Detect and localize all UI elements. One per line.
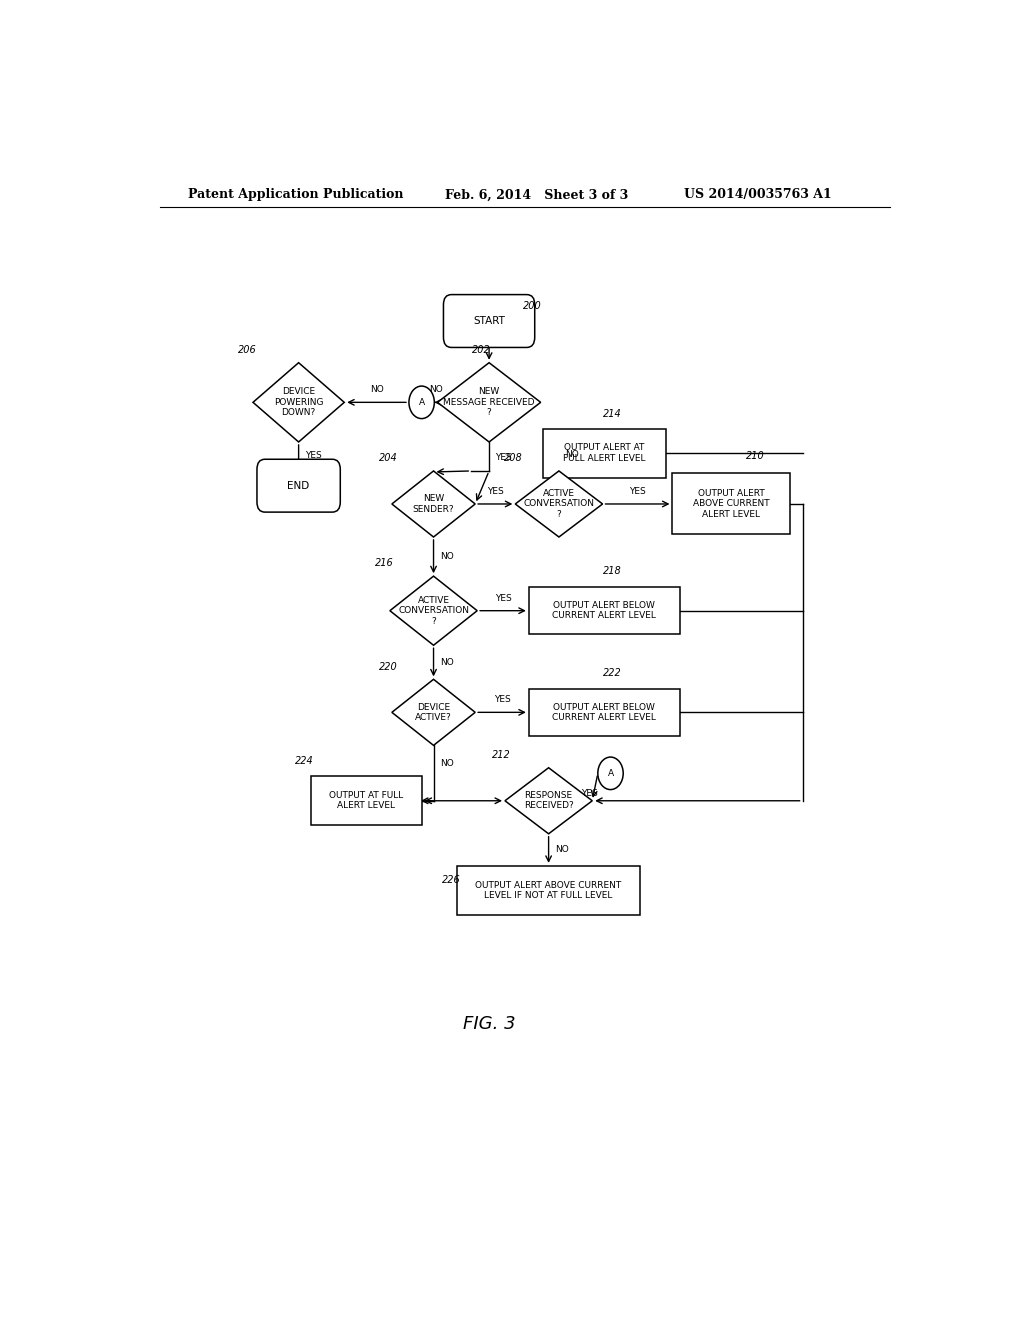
- FancyBboxPatch shape: [443, 294, 535, 347]
- Text: 226: 226: [441, 875, 461, 886]
- Circle shape: [598, 758, 624, 789]
- Bar: [310, 776, 422, 825]
- Polygon shape: [390, 576, 477, 645]
- Text: 204: 204: [379, 453, 397, 463]
- Polygon shape: [253, 363, 344, 442]
- Text: OUTPUT ALERT ABOVE CURRENT
LEVEL IF NOT AT FULL LEVEL: OUTPUT ALERT ABOVE CURRENT LEVEL IF NOT …: [475, 880, 622, 900]
- Text: YES: YES: [305, 451, 322, 461]
- Text: Patent Application Publication: Patent Application Publication: [187, 189, 403, 202]
- Text: YES: YES: [494, 696, 510, 704]
- Text: YES: YES: [629, 487, 646, 496]
- Polygon shape: [392, 680, 475, 746]
- Text: ACTIVE
CONVERSATION
?: ACTIVE CONVERSATION ?: [398, 595, 469, 626]
- Text: 214: 214: [603, 409, 622, 418]
- Text: NEW
SENDER?: NEW SENDER?: [413, 494, 455, 513]
- Text: NEW
MESSAGE RECEIVED
?: NEW MESSAGE RECEIVED ?: [443, 388, 535, 417]
- Text: NO: NO: [440, 759, 454, 768]
- Text: YES: YES: [582, 788, 598, 797]
- Bar: [528, 689, 680, 735]
- Bar: [528, 587, 680, 634]
- Text: OUTPUT ALERT BELOW
CURRENT ALERT LEVEL: OUTPUT ALERT BELOW CURRENT ALERT LEVEL: [552, 601, 656, 620]
- Text: YES: YES: [496, 453, 512, 462]
- Text: RESPONSE
RECEIVED?: RESPONSE RECEIVED?: [523, 791, 573, 810]
- Text: OUTPUT ALERT AT
FULL ALERT LEVEL: OUTPUT ALERT AT FULL ALERT LEVEL: [563, 444, 645, 463]
- Text: YES: YES: [486, 487, 504, 496]
- Text: A: A: [607, 768, 613, 777]
- Polygon shape: [437, 363, 541, 442]
- Text: 202: 202: [472, 345, 490, 355]
- Text: 208: 208: [504, 453, 522, 463]
- Text: A: A: [419, 397, 425, 407]
- Text: US 2014/0035763 A1: US 2014/0035763 A1: [684, 189, 831, 202]
- Text: 212: 212: [492, 750, 510, 760]
- Text: Feb. 6, 2014   Sheet 3 of 3: Feb. 6, 2014 Sheet 3 of 3: [445, 189, 629, 202]
- FancyBboxPatch shape: [257, 459, 340, 512]
- Text: 200: 200: [523, 301, 542, 312]
- Text: 216: 216: [375, 558, 393, 568]
- Text: NO: NO: [429, 385, 442, 395]
- Text: START: START: [473, 315, 505, 326]
- Text: 220: 220: [379, 661, 397, 672]
- Text: YES: YES: [495, 594, 511, 602]
- Text: DEVICE
ACTIVE?: DEVICE ACTIVE?: [415, 702, 452, 722]
- Text: OUTPUT ALERT BELOW
CURRENT ALERT LEVEL: OUTPUT ALERT BELOW CURRENT ALERT LEVEL: [552, 702, 656, 722]
- Text: 218: 218: [603, 566, 622, 576]
- Text: FIG. 3: FIG. 3: [463, 1015, 515, 1034]
- Text: ACTIVE
CONVERSATION
?: ACTIVE CONVERSATION ?: [523, 490, 594, 519]
- Polygon shape: [515, 471, 602, 537]
- Text: NO: NO: [370, 385, 383, 395]
- Bar: [458, 866, 640, 915]
- Text: 206: 206: [238, 345, 256, 355]
- Bar: [673, 474, 790, 535]
- Text: 210: 210: [745, 451, 764, 461]
- Text: OUTPUT ALERT
ABOVE CURRENT
ALERT LEVEL: OUTPUT ALERT ABOVE CURRENT ALERT LEVEL: [693, 490, 769, 519]
- Text: OUTPUT AT FULL
ALERT LEVEL: OUTPUT AT FULL ALERT LEVEL: [329, 791, 403, 810]
- Text: 224: 224: [295, 756, 313, 766]
- Bar: [543, 429, 666, 478]
- Text: DEVICE
POWERING
DOWN?: DEVICE POWERING DOWN?: [273, 388, 324, 417]
- Text: NO: NO: [440, 657, 454, 667]
- Text: NO: NO: [565, 450, 579, 459]
- Polygon shape: [392, 471, 475, 537]
- Text: 222: 222: [603, 668, 622, 677]
- Circle shape: [409, 385, 434, 418]
- Text: END: END: [288, 480, 309, 491]
- Polygon shape: [505, 768, 592, 834]
- Text: NO: NO: [440, 552, 454, 561]
- Text: NO: NO: [555, 845, 568, 854]
